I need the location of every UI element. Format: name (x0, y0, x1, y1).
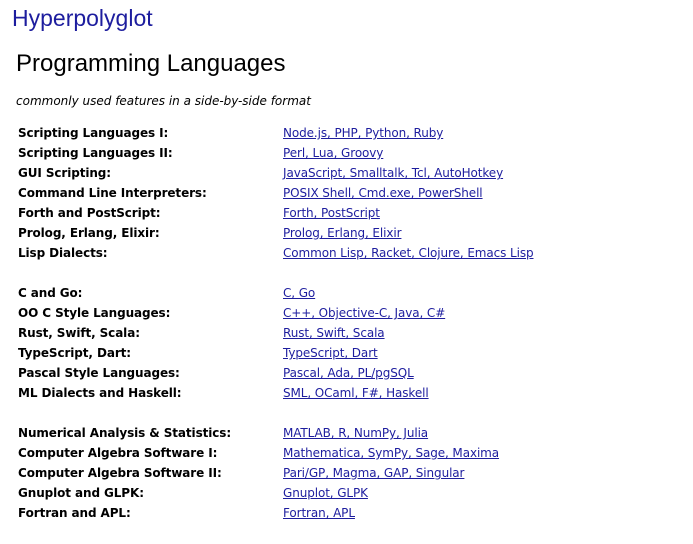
row-label: Forth and PostScript: (18, 206, 161, 220)
row-label: GUI Scripting: (18, 166, 111, 180)
row-label: TypeScript, Dart: (18, 346, 131, 360)
row-link[interactable]: Forth, PostScript (283, 206, 380, 220)
table-row: Computer Algebra Software II: Pari/GP, M… (18, 463, 678, 483)
row-link[interactable]: Rust, Swift, Scala (283, 326, 385, 340)
row-link[interactable]: POSIX Shell, Cmd.exe, PowerShell (283, 186, 483, 200)
row-link[interactable]: Mathematica, SymPy, Sage, Maxima (283, 446, 500, 460)
table-row: Prolog, Erlang, Elixir: Prolog, Erlang, … (18, 223, 678, 243)
row-link[interactable]: Fortran, APL (283, 506, 355, 520)
row-label: Rust, Swift, Scala: (18, 326, 140, 340)
row-link[interactable]: Gnuplot, GLPK (283, 486, 368, 500)
row-label: Gnuplot and GLPK: (18, 486, 144, 500)
page-title: Programming Languages (16, 50, 286, 77)
row-link[interactable]: Pari/GP, Magma, GAP, Singular (283, 466, 465, 480)
table-row: Pascal Style Languages: Pascal, Ada, PL/… (18, 363, 678, 383)
table-row: Fortran and APL: Fortran, APL (18, 503, 678, 523)
row-label: Fortran and APL: (18, 506, 131, 520)
site-title-link[interactable]: Hyperpolyglot (12, 5, 153, 31)
table-row: Rust, Swift, Scala: Rust, Swift, Scala (18, 323, 678, 343)
row-label: Numerical Analysis & Statistics: (18, 426, 232, 440)
table-row: Scripting Languages II: Perl, Lua, Groov… (18, 143, 678, 163)
row-link[interactable]: C++, Objective-C, Java, C# (283, 306, 446, 320)
row-link[interactable]: Pascal, Ada, PL/pgSQL (283, 366, 414, 380)
row-link[interactable]: C, Go (283, 286, 316, 300)
table-row: ML Dialects and Haskell: SML, OCaml, F#,… (18, 383, 678, 403)
table-row: Scripting Languages I: Node.js, PHP, Pyt… (18, 123, 678, 143)
table-row: Lisp Dialects: Common Lisp, Racket, Cloj… (18, 243, 678, 263)
table-row: Command Line Interpreters: POSIX Shell, … (18, 183, 678, 203)
row-label: OO C Style Languages: (18, 306, 171, 320)
row-label: Computer Algebra Software II: (18, 466, 222, 480)
row-link[interactable]: MATLAB, R, NumPy, Julia (283, 426, 429, 440)
row-label: Prolog, Erlang, Elixir: (18, 226, 160, 240)
row-label: Scripting Languages II: (18, 146, 173, 160)
row-link[interactable]: Prolog, Erlang, Elixir (283, 226, 402, 240)
row-label: Scripting Languages I: (18, 126, 169, 140)
row-link[interactable]: Common Lisp, Racket, Clojure, Emacs Lisp (283, 246, 534, 260)
row-label: Pascal Style Languages: (18, 366, 180, 380)
table-row: Numerical Analysis & Statistics: MATLAB,… (18, 423, 678, 443)
row-label: Command Line Interpreters: (18, 186, 207, 200)
row-label: C and Go: (18, 286, 83, 300)
table-row: Forth and PostScript: Forth, PostScript (18, 203, 678, 223)
table-row: TypeScript, Dart: TypeScript, Dart (18, 343, 678, 363)
row-link[interactable]: SML, OCaml, F#, Haskell (283, 386, 429, 400)
table-row: Gnuplot and GLPK: Gnuplot, GLPK (18, 483, 678, 503)
language-table: Scripting Languages I: Node.js, PHP, Pyt… (18, 123, 678, 523)
table-row: GUI Scripting: JavaScript, Smalltalk, Tc… (18, 163, 678, 183)
page-subtitle: commonly used features in a side-by-side… (16, 94, 311, 108)
row-link[interactable]: Perl, Lua, Groovy (283, 146, 384, 160)
row-label: ML Dialects and Haskell: (18, 386, 182, 400)
table-row: OO C Style Languages: C++, Objective-C, … (18, 303, 678, 323)
row-link[interactable]: TypeScript, Dart (283, 346, 378, 360)
group-spacer (18, 263, 678, 283)
table-row: Computer Algebra Software I: Mathematica… (18, 443, 678, 463)
row-label: Computer Algebra Software I: (18, 446, 218, 460)
row-link[interactable]: JavaScript, Smalltalk, Tcl, AutoHotkey (283, 166, 504, 180)
row-label: Lisp Dialects: (18, 246, 108, 260)
table-row: C and Go: C, Go (18, 283, 678, 303)
group-spacer (18, 403, 678, 423)
row-link[interactable]: Node.js, PHP, Python, Ruby (283, 126, 444, 140)
